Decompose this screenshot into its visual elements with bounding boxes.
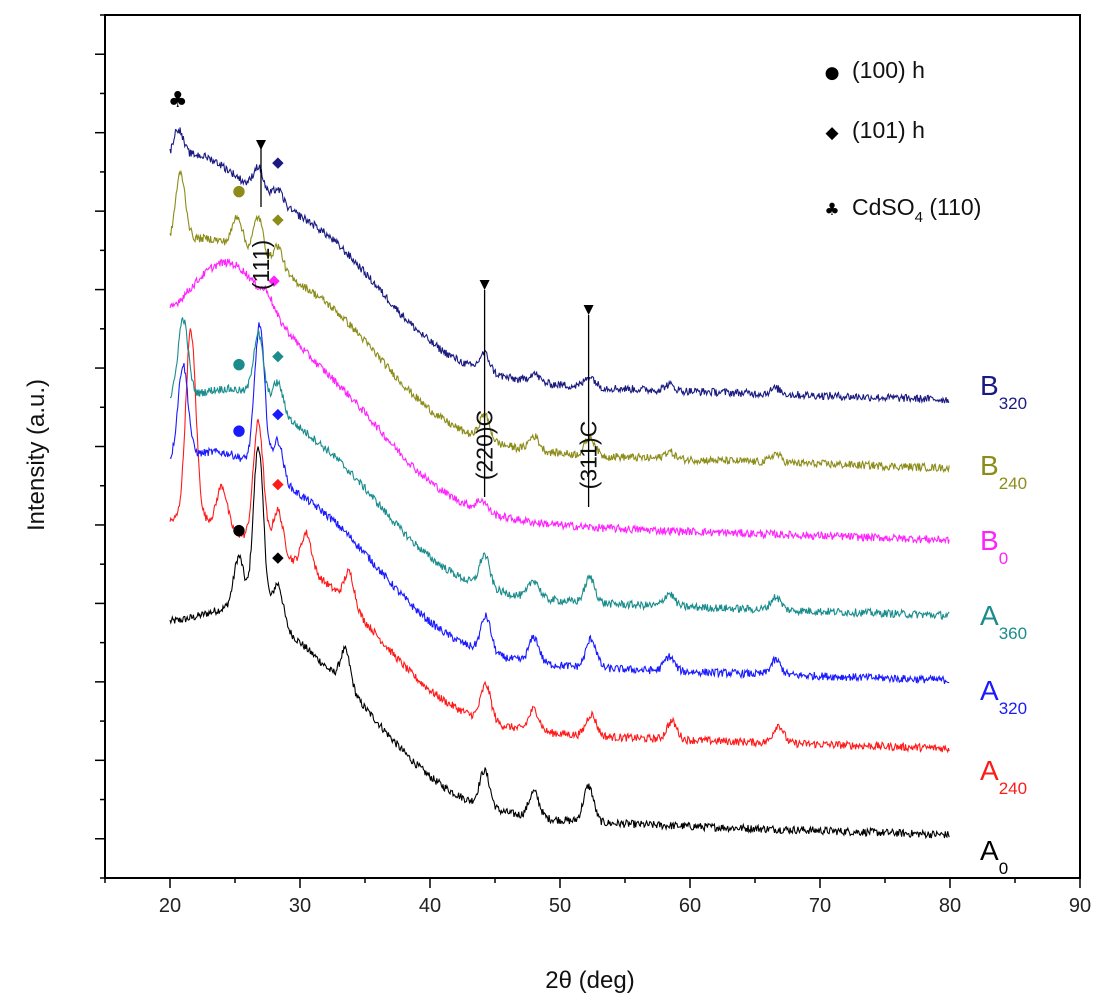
peak-marker: ◆ [272,404,284,422]
peak-marker: ◆ [272,474,284,492]
x-tick-label: 70 [809,895,831,917]
x-tick-label: 30 [289,895,311,917]
annotation-arrow-head [256,140,266,150]
x-tick-label: 40 [419,895,441,917]
peak-marker: ● [232,354,245,372]
x-axis-ticks: 20 30 40 50 60 70 80 90 [104,878,1091,917]
x-tick-label: 60 [679,895,701,917]
annotation-arrow-head [583,305,594,315]
legend-marker: ◆ [825,123,839,143]
x-tick-label: 80 [939,895,961,917]
peak-marker: ● [232,421,245,439]
series-label-A320: A320 [980,675,1027,718]
peak-marker: ◆ [272,153,284,171]
legend-marker: ♣ [824,200,839,220]
peak-marker: ◆ [272,210,284,228]
legend-marker: ● [825,63,840,83]
series-labels: A0 A240 A320 A360 B0 B240 B320 [980,370,1027,878]
x-tick-label: 90 [1069,895,1091,917]
annotation-arrow-head [479,280,490,290]
legend: ● (100) h ◆ (101) h ♣ CdSO4 (110) [824,57,981,226]
legend-label: CdSO4 (110) [852,194,981,226]
series-layer [169,127,950,840]
legend-label: (101) h [852,117,925,143]
y-axis-title: Intensity (a.u.) [23,379,50,531]
series-label-A360: A360 [980,600,1027,643]
series-label-B240: B240 [980,450,1027,493]
series-line-A240 [169,328,950,754]
peak-marker: ♣ [168,88,188,113]
peak-marker: ◆ [272,548,284,566]
y-axis-ticks [95,14,105,879]
peak-annotations: (111)(220)C (311)C [248,140,602,507]
series-label-B0: B0 [980,525,1008,568]
series-label-A240: A240 [980,755,1027,798]
peak-marker: ◆ [268,271,280,289]
series-line-A320 [169,322,950,685]
peak-marker: ● [232,520,245,538]
series-label-A0: A0 [980,835,1008,878]
legend-label: (100) h [852,57,925,83]
series-line-B320 [169,127,950,404]
x-tick-label: 50 [549,895,571,917]
peak-marker: ● [232,182,245,200]
series-label-B320: B320 [980,370,1027,413]
series-line-B0 [169,258,950,545]
series-line-A360 [169,317,950,621]
x-tick-label: 20 [159,895,181,917]
series-line-A0 [169,446,950,840]
peak-marker: ◆ [272,347,284,365]
series-line-B240 [169,169,950,474]
x-axis-title: 2θ (deg) [545,967,634,994]
annotation-label: (111) [248,240,274,290]
peak-markers: ● ◆ ◆ ● ◆ ● ◆ ◆ ● ◆ ◆ ♣ [168,88,284,566]
